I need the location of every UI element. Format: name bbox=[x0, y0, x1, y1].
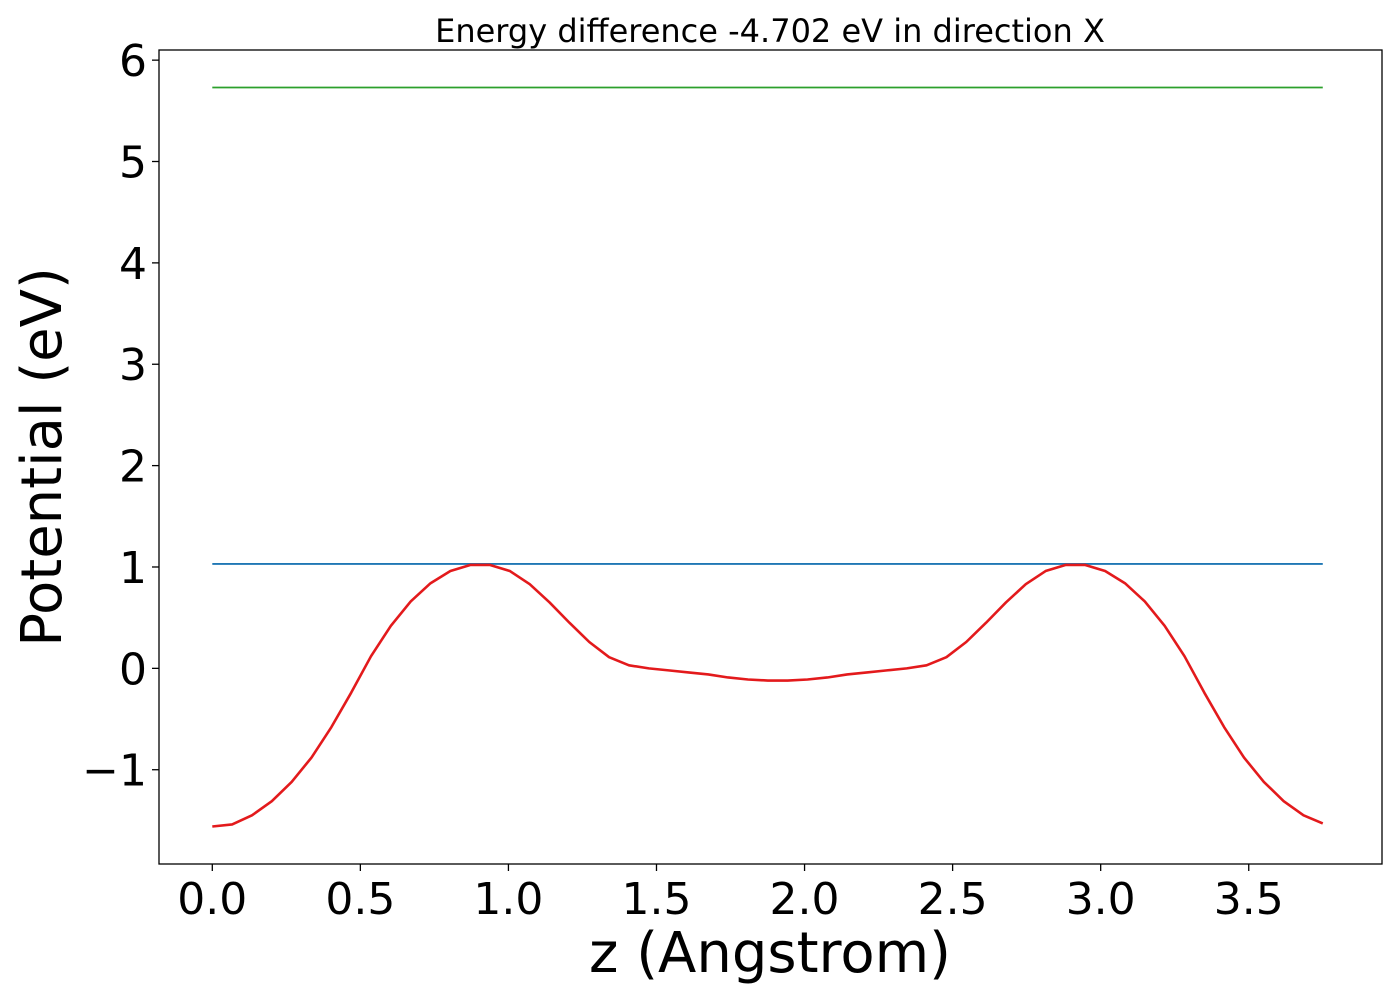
x-tick-label: 3.5 bbox=[1214, 874, 1284, 925]
series-line-3 bbox=[212, 563, 1324, 828]
x-tick-label: 0.0 bbox=[177, 874, 247, 925]
x-tick-label: 2.0 bbox=[770, 874, 840, 925]
y-tick-label: 6 bbox=[119, 36, 147, 87]
x-tick-label: 1.0 bbox=[473, 874, 543, 925]
x-tick-label: 3.0 bbox=[1066, 874, 1136, 925]
y-tick-label: 3 bbox=[119, 340, 147, 391]
chart-title: Energy difference -4.702 eV in direction… bbox=[435, 12, 1105, 50]
y-tick-label: 2 bbox=[119, 442, 147, 493]
x-tick-label: 2.5 bbox=[918, 874, 988, 925]
y-tick-label: −1 bbox=[82, 746, 147, 797]
x-axis-ticks: 0.0 0.5 1.0 1.5 2.0 2.5 3.0 3.5 bbox=[177, 864, 1284, 925]
x-axis-label: z (Angstrom) bbox=[589, 921, 951, 986]
y-tick-label: 4 bbox=[119, 239, 147, 290]
x-tick-label: 1.5 bbox=[621, 874, 691, 925]
x-tick-label: 0.5 bbox=[325, 874, 395, 925]
plot-area bbox=[212, 86, 1324, 828]
plot-frame bbox=[158, 49, 1383, 865]
y-axis-ticks: −1 0 1 2 3 4 5 6 bbox=[82, 36, 159, 797]
y-tick-label: 1 bbox=[119, 543, 147, 594]
y-axis-label: Potential (eV) bbox=[10, 267, 75, 647]
y-tick-label: 5 bbox=[119, 138, 147, 189]
y-tick-label: 0 bbox=[119, 644, 147, 695]
